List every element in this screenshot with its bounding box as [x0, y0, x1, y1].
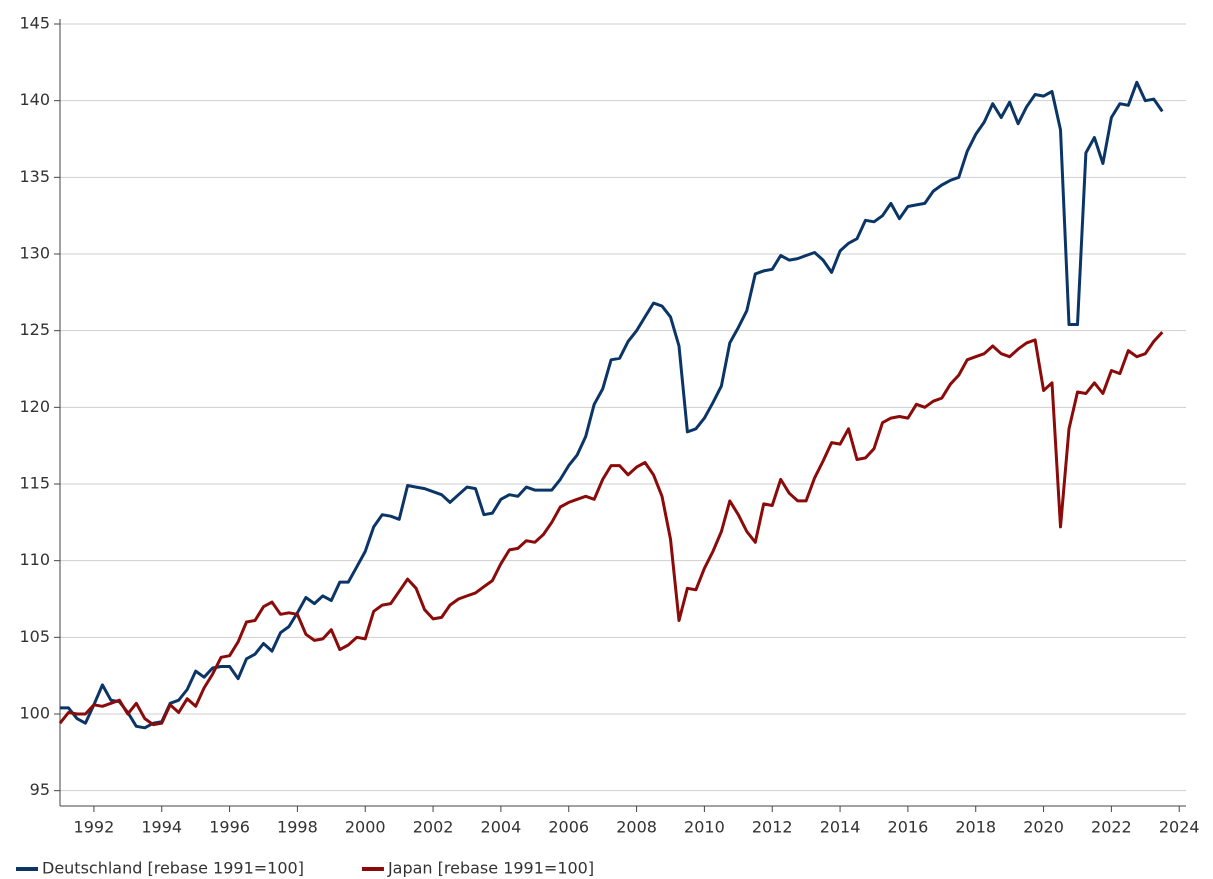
- x-tick-label: 1996: [209, 818, 250, 837]
- y-tick-label: 135: [19, 167, 50, 186]
- y-tick-label: 95: [30, 780, 50, 799]
- y-tick-label: 125: [19, 320, 50, 339]
- x-tick-label: 2000: [345, 818, 386, 837]
- x-tick-label: 2004: [481, 818, 522, 837]
- x-tick-label: 2024: [1159, 818, 1200, 837]
- x-tick-label: 1998: [277, 818, 318, 837]
- series-line: [60, 80, 1164, 730]
- series-line: [58, 331, 1164, 727]
- y-tick-label: 100: [19, 704, 50, 723]
- x-tick-label: 1992: [74, 818, 115, 837]
- y-tick-label: 145: [19, 14, 50, 33]
- y-tick-label: 140: [19, 90, 50, 109]
- x-tick-label: 2020: [1023, 818, 1064, 837]
- y-tick-label: 115: [19, 474, 50, 493]
- legend-label: Japan [rebase 1991=100]: [387, 859, 594, 878]
- x-tick-label: 2008: [616, 818, 657, 837]
- x-tick-label: 1994: [141, 818, 182, 837]
- x-tick-label: 2014: [820, 818, 861, 837]
- y-tick-label: 120: [19, 397, 50, 416]
- legend-label: Deutschland [rebase 1991=100]: [42, 859, 304, 878]
- y-tick-label: 105: [19, 627, 50, 646]
- x-tick-label: 2002: [413, 818, 454, 837]
- x-tick-label: 2016: [888, 818, 929, 837]
- y-tick-label: 110: [19, 550, 50, 569]
- x-tick-label: 2022: [1091, 818, 1132, 837]
- x-tick-label: 2006: [548, 818, 589, 837]
- x-tick-label: 2018: [955, 818, 996, 837]
- y-tick-label: 130: [19, 244, 50, 263]
- x-tick-label: 2010: [684, 818, 725, 837]
- x-tick-label: 2012: [752, 818, 793, 837]
